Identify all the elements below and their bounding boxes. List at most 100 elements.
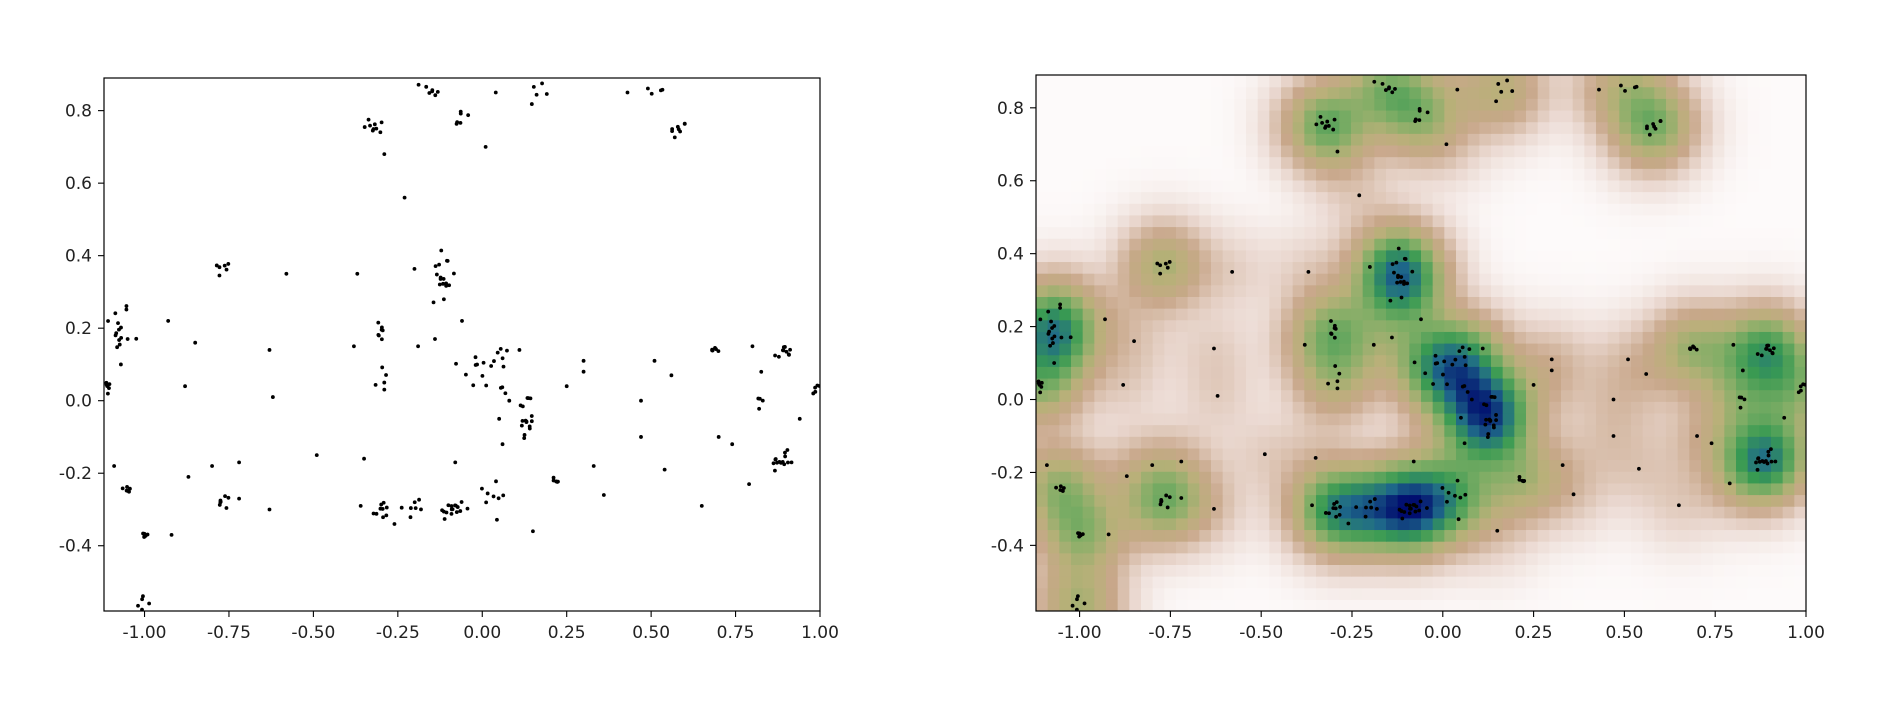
density-cell [1677,587,1690,600]
density-cell [1339,599,1352,611]
density-cell [1059,156,1072,169]
density-cell [1747,529,1760,542]
density-cell [1036,412,1049,426]
density-cell [1421,599,1434,611]
density-cell [1794,319,1806,332]
scatter-point [771,461,776,466]
density-cell [1409,168,1422,181]
density-cell [1316,354,1329,367]
density-cell [1234,238,1247,251]
density-cell [1234,599,1247,611]
scatter-point [1374,506,1379,511]
scatter-point [1463,492,1468,497]
density-cell [1701,436,1714,449]
scatter-point [783,454,788,459]
density-cell [1129,494,1142,507]
density-cell [1572,482,1585,496]
scatter-point [1045,463,1049,468]
density-cell [1549,308,1562,321]
scatter-point [453,460,458,465]
density-cell [1444,226,1457,239]
scatter-point [1318,115,1323,119]
density-cell [1467,389,1480,402]
scatter-point [773,468,777,473]
density-cell [1082,599,1095,611]
density-cell [1246,156,1259,169]
density-cell [1596,517,1609,531]
density-cell [1327,284,1340,297]
density-cell [1561,75,1574,88]
density-cell [1549,226,1562,239]
density-cell [1631,354,1644,367]
density-cell [1094,494,1107,507]
density-cell [1246,226,1259,239]
density-cell [1467,156,1480,169]
density-cell [1339,587,1352,600]
scatter-point [1462,441,1467,446]
scatter-point [458,120,463,125]
density-cell [1537,401,1550,414]
scatter-point [1167,495,1172,500]
density-cell [1141,447,1154,461]
density-cell [1234,226,1247,239]
density-cell [1654,412,1667,426]
density-cell [1421,436,1434,449]
scatter-point [1215,393,1220,398]
density-cell [1082,494,1095,507]
density-cell [1701,144,1714,158]
scatter-point [1769,459,1774,464]
density-cell [1316,296,1329,309]
density-cell [1701,506,1714,519]
density-cell [1421,121,1434,134]
density-cell [1257,284,1270,297]
density-cell [1047,424,1060,437]
density-cell [1666,331,1679,344]
density-cell [1619,98,1632,111]
density-cell [1386,179,1399,193]
scatter-point [1314,122,1319,127]
density-cell [1222,471,1235,484]
density-cell [1222,156,1235,169]
density-cell [1362,331,1375,344]
density-cell [1724,366,1737,379]
density-cell [1572,249,1585,263]
density-cell [1771,401,1784,414]
density-cell [1537,179,1550,193]
density-cell [1152,331,1165,344]
density-cell [1094,284,1107,297]
density-cell [1607,319,1620,332]
density-cell [1432,401,1445,414]
density-cell [1759,377,1772,391]
density-cell [1374,343,1387,356]
density-cell [1292,226,1305,239]
density-cell [1082,75,1095,88]
density-cell [1759,98,1772,111]
density-cell [1421,459,1434,472]
density-cell [1736,261,1749,274]
density-cell [1596,249,1609,263]
density-cell [1211,75,1224,88]
density-cell [1782,191,1795,204]
density-cell [1491,319,1504,332]
density-cell [1106,389,1119,402]
scatter-point [441,297,446,302]
density-cell [1782,354,1795,367]
density-cell [1747,412,1760,426]
density-cell [1747,296,1760,309]
density-cell [1304,482,1317,496]
density-cell [1246,296,1259,309]
density-cell [1701,401,1714,414]
density-cell [1129,203,1142,216]
density-cell [1759,366,1772,379]
density-cell [1712,296,1725,309]
density-cell [1187,401,1200,414]
density-cell [1211,144,1224,158]
density-cell [1292,308,1305,321]
density-cell [1759,109,1772,123]
density-cell [1782,121,1795,134]
density-cell [1444,319,1457,332]
density-cell [1654,482,1667,496]
density-cell [1549,447,1562,461]
density-cell [1421,319,1434,332]
scatter-point [1755,352,1760,356]
